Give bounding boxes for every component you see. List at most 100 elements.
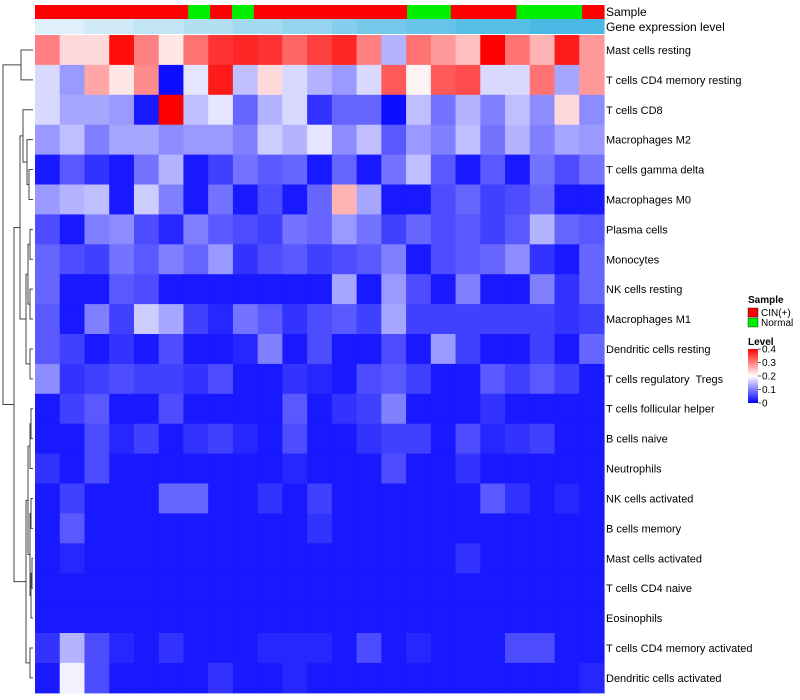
heatmap-cell	[406, 393, 432, 425]
heatmap-cell	[505, 214, 531, 245]
heatmap-cell	[455, 304, 481, 335]
heatmap-cell	[183, 124, 209, 156]
heatmap-cell	[109, 483, 135, 514]
heatmap-cell	[84, 573, 110, 604]
heatmap-cell	[356, 334, 382, 365]
heatmap-cell	[282, 363, 308, 395]
heatmap-cell	[84, 274, 110, 305]
row-label: B cells naive	[606, 434, 668, 446]
heatmap-cell	[282, 453, 308, 485]
expression-cell	[529, 19, 556, 34]
heatmap-cell	[529, 214, 556, 245]
heatmap-cell	[579, 184, 605, 215]
heatmap-cell	[307, 94, 333, 126]
heatmap-cell	[35, 304, 61, 335]
heatmap-cell	[158, 573, 185, 604]
heatmap-cell	[505, 184, 531, 215]
heatmap-cell	[455, 453, 481, 485]
heatmap-cell	[183, 154, 209, 186]
heatmap-cell	[282, 573, 308, 604]
heatmap-cell	[480, 184, 506, 215]
heatmap-cell	[430, 513, 457, 544]
heatmap-cell	[109, 64, 135, 96]
heatmap-cell	[554, 334, 580, 365]
heatmap-cell	[356, 603, 382, 634]
heatmap-cell	[232, 35, 259, 66]
heatmap-cell	[356, 573, 382, 604]
heatmap-cell	[257, 244, 283, 275]
heatmap-cell	[35, 483, 61, 514]
heatmap-cell	[257, 662, 283, 694]
heatmap-cell	[232, 154, 259, 186]
heatmap-cell	[331, 124, 358, 156]
heatmap-cell	[84, 35, 110, 66]
heatmap-cell	[430, 94, 457, 126]
heatmap-cell	[158, 363, 185, 395]
sample-cell-normal	[516, 5, 539, 19]
sample-cell-cin	[122, 5, 146, 19]
heatmap-cell	[183, 393, 209, 425]
heatmap-cell	[505, 573, 531, 604]
heatmap-cell	[84, 363, 110, 395]
heatmap-cell	[356, 244, 382, 275]
heatmap-cell	[579, 603, 605, 634]
heatmap-cell	[331, 304, 358, 335]
heatmap-cell	[183, 35, 209, 66]
heatmap-cell	[356, 393, 382, 425]
heatmap-cell	[554, 64, 580, 96]
heatmap-cell	[406, 603, 432, 634]
heatmap-cell	[554, 214, 580, 245]
heatmap-cell	[208, 154, 234, 186]
sample-cell-cin	[494, 5, 518, 19]
heatmap-cell	[158, 423, 185, 455]
heatmap-cell	[554, 633, 580, 664]
sample-cell-normal	[407, 5, 430, 19]
heatmap-cell	[307, 513, 333, 544]
heatmap-cell	[133, 513, 160, 544]
heatmap-cell	[505, 35, 531, 66]
heatmap-cell	[480, 603, 506, 634]
heatmap-cell	[257, 423, 283, 455]
heatmap-cell	[158, 274, 185, 305]
dendrogram-branch	[19, 135, 26, 320]
heatmap-cell	[480, 274, 506, 305]
heatmap-cell	[282, 662, 308, 694]
heatmap-cell	[208, 124, 234, 156]
heatmap-cell	[430, 334, 457, 365]
heatmap-cell	[35, 573, 61, 604]
heatmap-cell	[183, 214, 209, 245]
sample-cell-cin	[450, 5, 474, 19]
heatmap-cell	[331, 94, 358, 126]
heatmap-cell	[381, 64, 407, 96]
heatmap-cell	[307, 334, 333, 365]
heatmap-cell	[133, 274, 160, 305]
expression-cell	[554, 19, 580, 34]
heatmap-cell	[208, 453, 234, 485]
heatmap-cell	[455, 154, 481, 186]
dendrogram-branch	[22, 109, 33, 163]
sample-annotation-label: Sample	[606, 5, 647, 19]
heatmap-cell	[84, 483, 110, 514]
heatmap-cell	[183, 513, 209, 544]
heatmap-cell	[480, 334, 506, 365]
expression-cell	[430, 19, 457, 34]
heatmap-cell	[430, 393, 457, 425]
heatmap-cell	[356, 304, 382, 335]
heatmap-cell	[554, 573, 580, 604]
sample-cell-cin	[275, 5, 299, 19]
heatmap-cell	[59, 393, 86, 425]
expression-annotation-bar	[35, 19, 605, 34]
heatmap-cell	[208, 35, 234, 66]
heatmap-cell	[381, 244, 407, 275]
heatmap-cell	[133, 64, 160, 96]
heatmap-cell	[529, 363, 556, 395]
heatmap-cell	[109, 453, 135, 485]
heatmap-cell	[307, 363, 333, 395]
dendrogram-branch	[30, 408, 33, 440]
heatmap-cell	[257, 543, 283, 574]
sample-cell-normal	[560, 5, 583, 19]
heatmap-cell	[208, 423, 234, 455]
heatmap-cell	[84, 244, 110, 275]
heatmap-cell	[59, 184, 86, 215]
heatmap-cell	[505, 124, 531, 156]
